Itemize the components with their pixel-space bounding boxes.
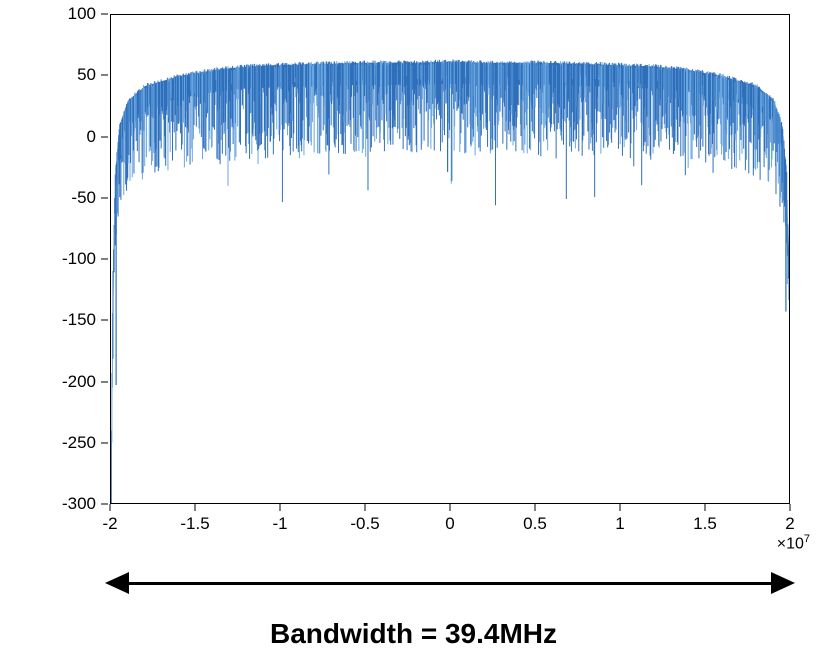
x-tick-mark xyxy=(365,504,366,511)
arrow-shaft xyxy=(125,582,775,585)
bandwidth-arrow xyxy=(105,570,795,600)
x-tick-mark xyxy=(195,504,196,511)
y-tick-label: -150 xyxy=(36,310,96,330)
arrow-head-right xyxy=(771,572,795,594)
x-tick-mark xyxy=(110,504,111,511)
y-tick-label: -50 xyxy=(36,188,96,208)
y-tick-label: -300 xyxy=(36,494,96,514)
y-tick-mark xyxy=(101,320,108,321)
y-tick-mark xyxy=(101,136,108,137)
x-tick-label: 1.5 xyxy=(693,514,717,534)
plot-area xyxy=(110,14,790,504)
x-tick-label: 0.5 xyxy=(523,514,547,534)
y-tick-label: -100 xyxy=(36,249,96,269)
y-tick-label: 0 xyxy=(36,127,96,147)
y-axis: -300-250-200-150-100-50050100 xyxy=(30,14,108,504)
y-tick-mark xyxy=(101,381,108,382)
x-tick-mark xyxy=(535,504,536,511)
spectrum-trace xyxy=(111,15,790,504)
y-tick-label: 50 xyxy=(36,65,96,85)
x-tick-mark xyxy=(705,504,706,511)
spectrum-chart: -300 -250 -200 -150 -100 -50 0 50 100 -2 -1.5 -1 -0… xyxy=(30,6,805,546)
x-exponent-sup: 7 xyxy=(804,533,810,545)
x-tick-label: -0.5 xyxy=(350,514,379,534)
y-tick-mark xyxy=(101,259,108,260)
x-tick-label: 1 xyxy=(615,514,624,534)
y-tick-mark xyxy=(101,75,108,76)
x-tick-mark xyxy=(790,504,791,511)
x-tick-label: 2 xyxy=(785,514,794,534)
bandwidth-caption: Bandwidth = 39.4MHz xyxy=(0,618,827,650)
x-tick-label: 0 xyxy=(445,514,454,534)
y-tick-label: 100 xyxy=(36,4,96,24)
y-tick-mark xyxy=(101,197,108,198)
x-tick-label: -1 xyxy=(272,514,287,534)
x-tick-mark xyxy=(280,504,281,511)
x-axis-exponent: ×107 xyxy=(777,533,810,553)
x-exponent-times: ×10 xyxy=(777,535,804,552)
y-tick-mark xyxy=(101,504,108,505)
x-axis: -2-1.5-1-0.500.511.52 xyxy=(110,504,790,539)
x-tick-mark xyxy=(620,504,621,511)
x-tick-mark xyxy=(450,504,451,511)
y-tick-label: -200 xyxy=(36,372,96,392)
x-tick-label: -1.5 xyxy=(180,514,209,534)
y-tick-label: -250 xyxy=(36,433,96,453)
y-tick-mark xyxy=(101,442,108,443)
y-tick-mark xyxy=(101,14,108,15)
x-tick-label: -2 xyxy=(102,514,117,534)
